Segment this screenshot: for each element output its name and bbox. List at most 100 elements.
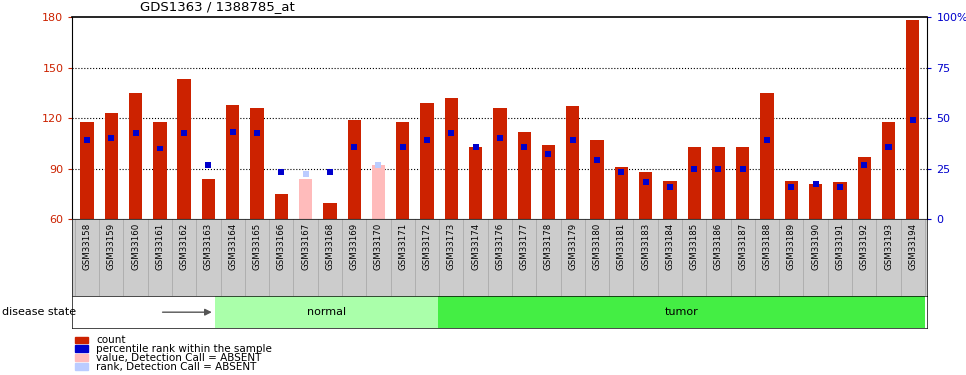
Bar bbox=[784, 181, 798, 219]
Bar bbox=[618, 169, 624, 175]
Bar bbox=[75, 345, 89, 352]
Bar bbox=[400, 144, 406, 150]
Bar bbox=[764, 137, 770, 143]
Text: GSM33163: GSM33163 bbox=[204, 223, 213, 270]
Bar bbox=[667, 184, 673, 190]
Bar bbox=[80, 122, 94, 219]
Bar bbox=[396, 122, 410, 219]
Bar bbox=[75, 363, 89, 370]
Bar bbox=[692, 166, 697, 172]
Text: GSM33167: GSM33167 bbox=[301, 223, 310, 270]
Text: GSM33190: GSM33190 bbox=[811, 223, 820, 270]
Bar bbox=[834, 182, 846, 219]
Bar bbox=[156, 146, 163, 152]
Bar bbox=[372, 165, 385, 219]
Text: GSM33160: GSM33160 bbox=[131, 223, 140, 270]
Text: GSM33180: GSM33180 bbox=[592, 223, 602, 270]
Text: GSM33174: GSM33174 bbox=[471, 223, 480, 270]
Bar bbox=[546, 151, 552, 156]
Bar bbox=[736, 147, 750, 219]
Text: percentile rank within the sample: percentile rank within the sample bbox=[97, 344, 272, 354]
Text: normal: normal bbox=[307, 307, 346, 317]
Bar bbox=[274, 194, 288, 219]
Text: GDS1363 / 1388785_at: GDS1363 / 1388785_at bbox=[140, 0, 295, 13]
Bar bbox=[202, 179, 215, 219]
Text: GSM33183: GSM33183 bbox=[641, 223, 650, 270]
Text: GSM33194: GSM33194 bbox=[908, 223, 918, 270]
Bar bbox=[104, 113, 118, 219]
Bar bbox=[230, 129, 236, 135]
Text: GSM33177: GSM33177 bbox=[520, 223, 528, 270]
Bar bbox=[740, 166, 746, 172]
Text: GSM33185: GSM33185 bbox=[690, 223, 698, 270]
Text: GSM33192: GSM33192 bbox=[860, 223, 868, 270]
Text: GSM33173: GSM33173 bbox=[447, 223, 456, 270]
Bar bbox=[75, 354, 89, 361]
Bar bbox=[882, 122, 895, 219]
Text: GSM33179: GSM33179 bbox=[568, 223, 578, 270]
Bar bbox=[688, 147, 701, 219]
Text: GSM33172: GSM33172 bbox=[422, 223, 432, 270]
Bar bbox=[154, 122, 166, 219]
Text: GSM33158: GSM33158 bbox=[82, 223, 92, 270]
Text: GSM33161: GSM33161 bbox=[156, 223, 164, 270]
Text: GSM33159: GSM33159 bbox=[107, 223, 116, 270]
Text: GSM33166: GSM33166 bbox=[277, 223, 286, 270]
Bar bbox=[716, 166, 722, 172]
Text: GSM33165: GSM33165 bbox=[252, 223, 262, 270]
Bar bbox=[444, 98, 458, 219]
Bar bbox=[858, 157, 871, 219]
Bar bbox=[376, 162, 382, 168]
Bar bbox=[424, 137, 430, 143]
Bar bbox=[254, 130, 260, 136]
Bar bbox=[206, 162, 212, 168]
Bar bbox=[518, 132, 531, 219]
Bar bbox=[812, 181, 818, 187]
Text: disease state: disease state bbox=[2, 307, 76, 317]
Bar bbox=[132, 130, 138, 136]
Bar bbox=[278, 169, 284, 175]
Bar bbox=[226, 105, 240, 219]
Bar bbox=[642, 179, 648, 185]
Bar bbox=[837, 184, 843, 190]
Text: GSM33193: GSM33193 bbox=[884, 223, 893, 270]
Bar bbox=[497, 135, 503, 141]
Text: GSM33176: GSM33176 bbox=[496, 223, 504, 270]
Bar bbox=[469, 147, 482, 219]
Text: GSM33187: GSM33187 bbox=[738, 223, 748, 270]
Bar bbox=[84, 137, 90, 143]
Bar bbox=[182, 130, 187, 136]
Bar bbox=[594, 158, 600, 163]
Bar bbox=[788, 184, 794, 190]
Bar bbox=[614, 167, 628, 219]
Bar bbox=[327, 169, 333, 175]
Bar bbox=[250, 108, 264, 219]
Bar bbox=[809, 184, 822, 219]
Bar bbox=[570, 137, 576, 143]
Bar bbox=[324, 202, 336, 219]
Bar bbox=[352, 144, 357, 150]
Bar bbox=[862, 162, 867, 168]
Text: GSM33164: GSM33164 bbox=[228, 223, 238, 270]
Bar bbox=[348, 120, 361, 219]
Bar bbox=[590, 140, 604, 219]
Bar bbox=[75, 336, 89, 343]
Text: GSM33170: GSM33170 bbox=[374, 223, 383, 270]
Bar bbox=[494, 108, 506, 219]
Text: GSM33162: GSM33162 bbox=[180, 223, 188, 270]
Bar bbox=[542, 145, 555, 219]
Bar bbox=[566, 106, 580, 219]
Bar bbox=[128, 93, 142, 219]
Text: GSM33184: GSM33184 bbox=[666, 223, 674, 270]
Text: rank, Detection Call = ABSENT: rank, Detection Call = ABSENT bbox=[97, 362, 257, 372]
Bar bbox=[298, 179, 312, 219]
Bar bbox=[639, 172, 652, 219]
Bar bbox=[886, 144, 892, 150]
Bar bbox=[448, 130, 454, 136]
Text: tumor: tumor bbox=[665, 307, 698, 317]
Text: GSM33169: GSM33169 bbox=[350, 223, 358, 270]
Text: GSM33188: GSM33188 bbox=[762, 223, 772, 270]
Bar bbox=[302, 171, 308, 177]
Bar bbox=[178, 80, 191, 219]
Text: GSM33186: GSM33186 bbox=[714, 223, 723, 270]
